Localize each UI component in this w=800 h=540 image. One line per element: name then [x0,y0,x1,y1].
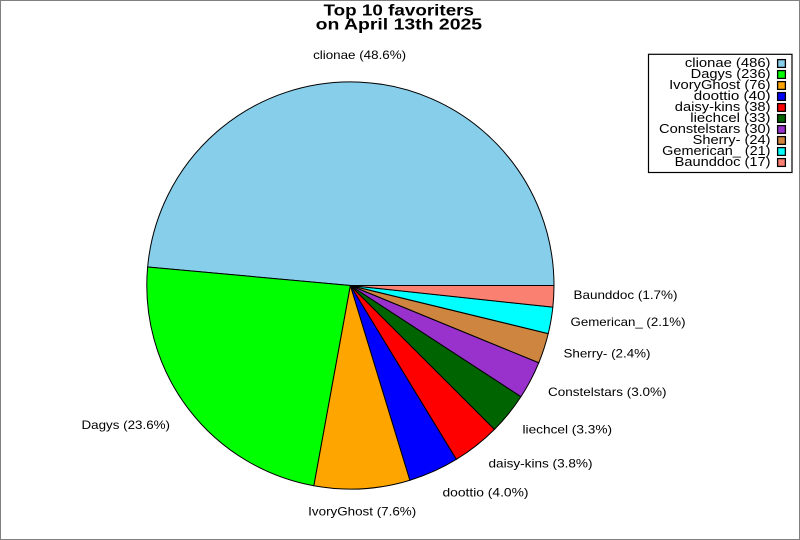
svg-text:Sherry- (24): Sherry- (24) [693,132,771,147]
svg-text:Gemerican_ (21): Gemerican_ (21) [662,143,770,158]
svg-text:Baunddoc (1.7%): Baunddoc (1.7%) [574,288,678,302]
svg-text:IvoryGhost (76): IvoryGhost (76) [669,77,770,92]
svg-text:Constelstars (30): Constelstars (30) [659,121,771,136]
svg-text:Gemerican_ (2.1%): Gemerican_ (2.1%) [571,315,686,329]
svg-text:clionae (48.6%): clionae (48.6%) [313,48,406,62]
svg-text:Constelstars (3.0%): Constelstars (3.0%) [548,385,667,399]
svg-text:doottio (40): doottio (40) [694,88,771,103]
svg-text:doottio (4.0%): doottio (4.0%) [443,486,529,500]
svg-text:on April 13th 2025: on April 13th 2025 [316,16,483,33]
svg-text:IvoryGhost (7.6%): IvoryGhost (7.6%) [308,504,416,518]
svg-text:liechcel (33): liechcel (33) [690,110,770,125]
svg-text:clionae (486): clionae (486) [685,55,771,70]
svg-text:daisy-kins (3.8%): daisy-kins (3.8%) [489,457,593,471]
svg-text:Baunddoc (17): Baunddoc (17) [675,154,771,169]
svg-text:Sherry- (2.4%): Sherry- (2.4%) [564,347,651,361]
svg-text:Dagys (236): Dagys (236) [691,66,771,81]
svg-text:Dagys (23.6%): Dagys (23.6%) [82,418,171,432]
svg-text:liechcel (3.3%): liechcel (3.3%) [523,422,613,436]
svg-text:daisy-kins (38): daisy-kins (38) [675,99,771,114]
svg-text:Top 10 favoriters: Top 10 favoriters [324,2,475,19]
